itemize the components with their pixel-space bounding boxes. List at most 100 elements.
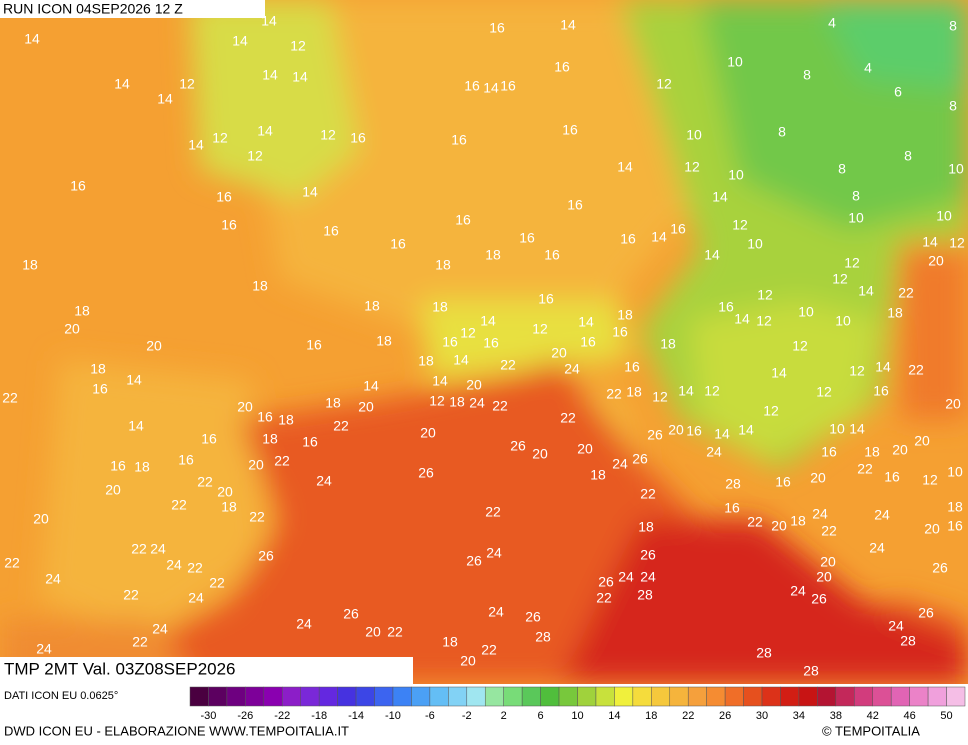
temperature-label: 24 [869,540,885,556]
temperature-label: 12 [179,76,195,92]
temperature-label: 18 [262,431,278,447]
temperature-label: 26 [918,605,934,621]
temperature-label: 18 [432,299,448,315]
temperature-label: 12 [704,383,720,399]
temperature-label: 10 [936,208,952,224]
temperature-label: 14 [712,189,728,205]
temperature-label: 22 [821,523,837,539]
colorbar-swatch [226,686,246,707]
temperature-label: 12 [684,159,700,175]
temperature-label: 20 [551,345,567,361]
temperature-label: 14 [771,365,787,381]
temperature-label: 20 [928,253,944,269]
source-text: DATI ICON EU 0.0625° [4,690,118,702]
colorbar-swatch [448,686,468,707]
colorbar-swatch [189,686,209,707]
temperature-label: 20 [914,433,930,449]
temperature-label: 16 [624,359,640,375]
colorbar-swatch [208,686,228,707]
colorbar-swatch [946,686,966,707]
colorbar-tick-label: -6 [425,710,435,722]
colorbar-swatch [817,686,837,707]
temperature-label: 8 [803,67,811,83]
colorbar-tick-label: 18 [645,710,657,722]
temperature-label: 22 [481,642,497,658]
temperature-label: 16 [489,20,505,36]
temperature-label: 20 [105,482,121,498]
temperature-label: 16 [620,231,636,247]
temperature-label: 12 [757,287,773,303]
temperature-label: 10 [728,167,744,183]
colorbar-tick-label: 14 [608,710,620,722]
temperature-label: 14 [114,76,130,92]
temperature-label: 18 [325,395,341,411]
temperature-label: 14 [261,13,277,29]
temperature-label: 18 [638,519,654,535]
colorbar-swatch [724,686,744,707]
colorbar-swatch [245,686,265,707]
temperature-label: 20 [460,653,476,669]
temperature-label: 12 [922,472,938,488]
temperature-label: 26 [811,591,827,607]
temperature-label: 6 [894,84,902,100]
temperature-label: 20 [365,624,381,640]
temperature-label: 24 [874,507,890,523]
temperature-label: 24 [812,506,828,522]
temperature-label: 20 [532,446,548,462]
colorbar-tick-label: -14 [348,710,364,722]
temperature-label: 24 [36,641,52,657]
colorbar-swatch [614,686,634,707]
temperature-label: 16 [216,189,232,205]
temperature-label: 10 [835,313,851,329]
temperature-label: 24 [188,590,204,606]
temperature-label: 12 [732,217,748,233]
temperature-label: 14 [617,159,633,175]
colorbar-swatch [743,686,763,707]
colorbar-swatch [761,686,781,707]
colorbar-tick-label: 34 [793,710,805,722]
colorbar-swatch [890,686,910,707]
temperature-label: 12 [212,130,228,146]
temperature-label: 26 [258,548,274,564]
colorbar-tick-label: 2 [501,710,507,722]
temperature-label: 16 [483,335,499,351]
temperature-label: 16 [178,452,194,468]
temperature-label: 18 [617,307,633,323]
temperature-label: 18 [485,247,501,263]
temperature-label: 14 [875,359,891,375]
temperature-label: 28 [725,476,741,492]
temperature-label: 26 [598,574,614,590]
temperature-label: 12 [792,338,808,354]
temperature-label: 18 [418,353,434,369]
temperature-label: 14 [157,91,173,107]
temperature-label: 16 [554,59,570,75]
temperature-label: 18 [864,444,880,460]
colorbar-swatch [687,686,707,707]
temperature-label: 22 [123,587,139,603]
temperature-label: 4 [864,60,872,76]
temperature-label: 18 [74,303,90,319]
temperature-label: 12 [949,235,965,251]
temperature-label: 24 [618,569,634,585]
colorbar-tick-label: 26 [719,710,731,722]
temperature-label: 20 [217,484,233,500]
temperature-label: 20 [816,569,832,585]
colorbar-swatch [558,686,578,707]
temperature-label: 26 [525,609,541,625]
temperature-label: 12 [656,76,672,92]
colorbar-swatch [798,686,818,707]
temperature-label: 16 [567,197,583,213]
temperature-label: 24 [612,456,628,472]
temperature-label: 22 [560,410,576,426]
temperature-label: 22 [898,285,914,301]
temperature-label: 14 [858,283,874,299]
temperature-label: 24 [564,361,580,377]
temperature-label: 20 [237,399,253,415]
colorbar-tick-label: 42 [867,710,879,722]
temperature-label: 16 [257,409,273,425]
temperature-label: 12 [652,389,668,405]
temperature-label: 28 [535,629,551,645]
credit-text: DWD ICON EU - ELABORAZIONE WWW.TEMPOITAL… [4,723,349,738]
colorbar-swatch [429,686,449,707]
temperature-label: 16 [724,500,740,516]
